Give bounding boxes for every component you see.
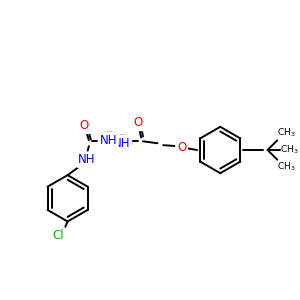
Text: O: O: [134, 116, 143, 129]
Text: O: O: [177, 141, 186, 154]
Text: CH$_3$: CH$_3$: [277, 160, 296, 173]
Text: CH$_3$: CH$_3$: [280, 144, 299, 156]
Ellipse shape: [113, 134, 132, 150]
Text: Cl: Cl: [52, 229, 64, 242]
Text: NH: NH: [113, 137, 130, 150]
Text: NH: NH: [100, 134, 117, 147]
Text: CH$_3$: CH$_3$: [277, 127, 296, 140]
Ellipse shape: [100, 132, 119, 147]
Text: O: O: [80, 119, 89, 132]
Text: NH: NH: [78, 153, 96, 166]
